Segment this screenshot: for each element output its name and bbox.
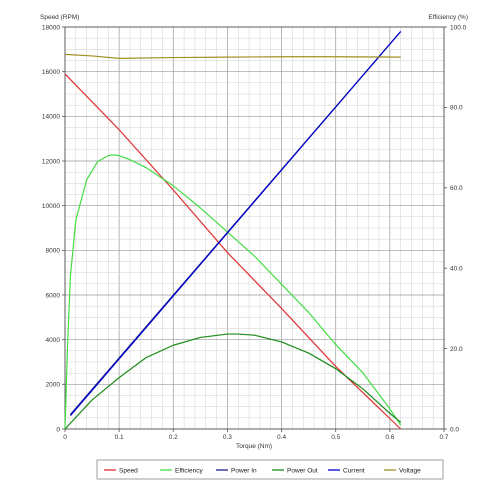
x-tick-label: 0.3 [223,434,232,441]
x-tick-label: 0.1 [115,434,124,441]
y-left-tick-label: 2000 [46,382,61,389]
series-line-efficiency [64,154,402,430]
y-left-tick-label: 8000 [46,248,61,255]
x-tick-label: 0.7 [439,434,448,441]
y-left-tick-label: 18000 [42,24,60,31]
series-line-voltage [64,53,401,59]
y-right-tick-label: 80.0 [450,105,463,112]
x-axis-title: Torque (Nm) [236,443,272,450]
y-right-tick-label: 40.0 [450,266,463,273]
x-tick-label: 0.4 [277,434,286,441]
y-left-tick-label: 0 [56,426,60,433]
legend-box [96,459,444,480]
axes: 0 0.1 0.2 0.3 0.4 0.5 0.6 0.7 0 2000 4000 6000 8000 1… [42,24,467,441]
x-tick-label: 0 [63,434,67,441]
legend-label-power-out: Power Out [287,467,318,474]
y-right-tick-label: 60.0 [450,185,463,192]
y-left-tick-label: 10000 [42,203,60,210]
y-left-tick-label: 12000 [42,158,60,165]
y-left-tick-label: 6000 [46,292,61,299]
series-line-current [69,31,402,416]
x-tick-label: 0.5 [331,434,340,441]
legend-label-efficiency: Efficiency [175,467,203,474]
y-right-tick-label: 0.0 [450,426,459,433]
series-line-power-out [64,333,402,430]
series-line-speed [64,73,402,430]
legend: Speed Efficiency Power In Power Out Current V… [96,459,444,480]
series-lines [64,31,402,430]
y-left-axis-title: Speed (RPM) [40,14,79,21]
x-tick-label: 0.6 [385,434,394,441]
legend-label-voltage: Voltage [399,467,421,474]
y-left-tick-label: 16000 [42,69,60,76]
y-right-axis-title: Efficiency (%) [428,14,468,21]
legend-label-speed: Speed [119,467,138,474]
legend-label-current: Current [343,467,365,474]
y-right-tick-label: 20.0 [450,346,463,353]
plot-area-border [64,26,445,430]
legend-label-power-in: Power In [231,467,257,474]
y-left-tick-label: 4000 [46,337,61,344]
y-right-tick-label: 100.0 [450,24,467,31]
y-left-tick-label: 14000 [42,114,60,121]
x-tick-label: 0.2 [169,434,178,441]
